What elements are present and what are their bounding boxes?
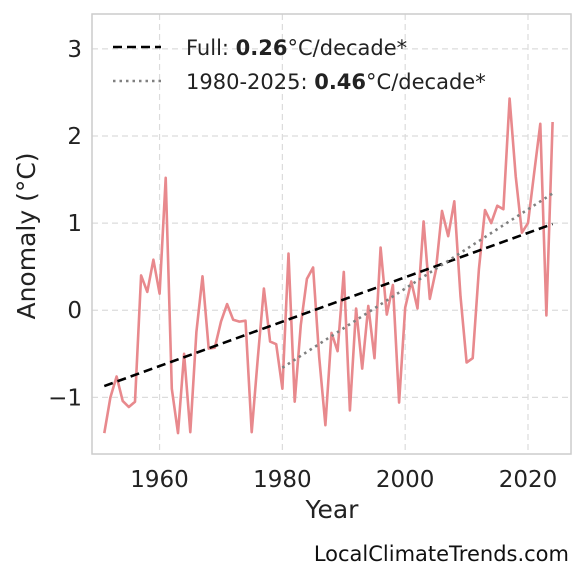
legend-recent-value: 0.46 (314, 70, 366, 94)
legend: Full: 0.26°C/decade* 1980-2025: 0.46°C/d… (113, 36, 486, 94)
x-tick-label: 2020 (499, 467, 558, 493)
tick-labels: 1960 1980 2000 2020 −1 0 1 2 3 (48, 37, 557, 493)
x-tick-label: 1960 (130, 467, 189, 493)
y-axis-title: Anomaly (°C) (12, 152, 41, 319)
legend-label-recent-trend: 1980-2025: 0.46°C/decade* (186, 70, 486, 94)
y-tick-label: 2 (67, 124, 82, 150)
y-tick-label: −1 (48, 385, 82, 411)
recent-trend-line (281, 192, 554, 369)
watermark: LocalClimateTrends.com (314, 542, 569, 566)
x-tick-label: 1980 (253, 467, 312, 493)
legend-full-value: 0.26 (236, 36, 288, 60)
y-tick-label: 0 (67, 298, 82, 324)
legend-full-prefix: Full: (186, 36, 236, 60)
y-tick-label: 3 (67, 37, 82, 63)
x-tick-label: 2000 (376, 467, 435, 493)
full-trend-line (103, 222, 554, 388)
y-tick-label: 1 (67, 211, 82, 237)
legend-label-full-trend: Full: 0.26°C/decade* (186, 36, 407, 60)
data-layer (103, 97, 554, 435)
legend-recent-prefix: 1980-2025: (186, 70, 314, 94)
legend-recent-suffix: °C/decade* (366, 70, 486, 94)
anomaly-series-line (103, 97, 554, 435)
x-axis-title: Year (305, 495, 360, 524)
legend-full-suffix: °C/decade* (288, 36, 408, 60)
plot-frame (91, 13, 572, 455)
